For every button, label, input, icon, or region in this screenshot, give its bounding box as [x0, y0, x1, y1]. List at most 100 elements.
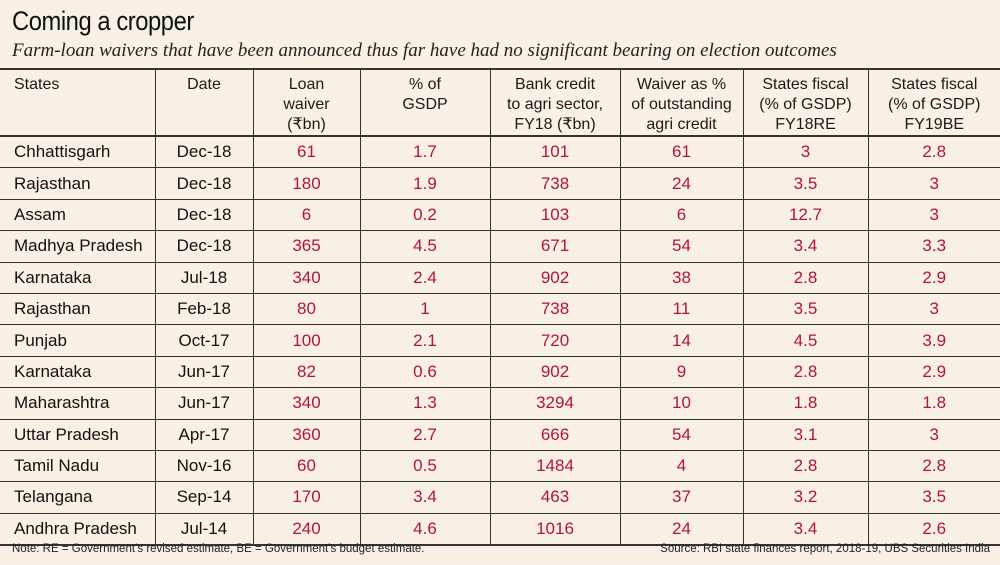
state-name-cell: Madhya Pradesh	[0, 230, 155, 263]
value-cell: 80	[252, 293, 360, 326]
table-row: Chhattisgarh Dec-18 61 1.7 101 61 3 2.8	[0, 136, 1000, 169]
value-cell: 4.5	[359, 230, 490, 263]
value-cell: 14	[619, 324, 743, 357]
column-header-2: Loan waiver (₹bn)	[252, 68, 360, 137]
value-cell: 1.8	[742, 387, 868, 420]
value-cell: 0.5	[359, 450, 490, 483]
state-name-cell: Andhra Pradesh	[0, 513, 155, 547]
value-cell: 666	[489, 419, 620, 451]
date-cell: Jul-18	[154, 262, 253, 294]
value-cell: 103	[489, 199, 620, 232]
state-name-cell: Telangana	[0, 481, 155, 514]
state-name-cell: Rajasthan	[0, 293, 155, 326]
value-cell: 902	[489, 262, 620, 294]
value-cell: 720	[489, 324, 620, 357]
table-row: Punjab Oct-17 100 2.1 720 14 4.5 3.9	[0, 324, 1000, 357]
value-cell: 1016	[489, 513, 620, 547]
value-cell: 12.7	[742, 199, 868, 232]
value-cell: 38	[619, 262, 743, 294]
column-header-line: (% of GSDP)	[759, 96, 852, 113]
value-cell: 101	[489, 136, 620, 169]
column-header-line: waiver	[283, 96, 330, 113]
state-name-cell: Uttar Pradesh	[0, 419, 155, 451]
column-header-line: States fiscal	[762, 76, 849, 93]
column-header-line: FY18RE	[775, 116, 836, 133]
state-name-cell: Chhattisgarh	[0, 136, 155, 169]
column-header-0: States	[0, 68, 155, 137]
date-cell: Jun-17	[154, 387, 253, 420]
value-cell: 360	[252, 419, 360, 451]
column-header-3: % of GSDP	[359, 68, 490, 137]
state-name-cell: Karnataka	[0, 356, 155, 389]
column-header-line: agri credit	[646, 116, 717, 133]
value-cell: 671	[489, 230, 620, 263]
column-header-6: States fiscal (% of GSDP) FY18RE	[742, 68, 868, 137]
column-header-line: to agri sector,	[506, 96, 604, 113]
column-header-line: FY19BE	[904, 116, 965, 133]
value-cell: 3.2	[742, 481, 868, 514]
column-header-4: Bank credit to agri sector, FY18 (₹bn)	[489, 68, 620, 137]
table-row: Maharashtra Jun-17 340 1.3 3294 10 1.8 1.8	[0, 387, 1000, 420]
value-cell: 2.8	[742, 356, 868, 389]
value-cell: 24	[619, 167, 743, 200]
header-row: States Date Loan waiver (₹bn) % of GSDP Bank cr…	[0, 68, 1000, 137]
chart-subtitle: Farm-loan waivers that have been announc…	[12, 40, 837, 61]
table-row: Telangana Sep-14 170 3.4 463 37 3.2 3.5	[0, 481, 1000, 514]
value-cell: 3	[867, 167, 1000, 200]
value-cell: 54	[619, 419, 743, 451]
column-header-5: Waiver as % of outstanding agri credit	[619, 68, 743, 137]
value-cell: 1.9	[359, 167, 490, 200]
table-body: Chhattisgarh Dec-18 61 1.7 101 61 3 2.8 Rajastha…	[0, 136, 1000, 547]
value-cell: 2.9	[867, 356, 1000, 389]
data-table-container: States Date Loan waiver (₹bn) % of GSDP Bank cr…	[0, 68, 1000, 547]
value-cell: 54	[619, 230, 743, 263]
source-note: Source: RBI state finances report, 2018-…	[660, 543, 990, 555]
value-cell: 3.4	[359, 481, 490, 514]
date-cell: Apr-17	[154, 419, 253, 451]
value-cell: 3.4	[742, 230, 868, 263]
value-cell: 0.6	[359, 356, 490, 389]
table-row: Karnataka Jul-18 340 2.4 902 38 2.8 2.9	[0, 262, 1000, 294]
value-cell: 2.6	[867, 513, 1000, 547]
value-cell: 3.5	[742, 293, 868, 326]
value-cell: 3	[867, 293, 1000, 326]
table-header: States Date Loan waiver (₹bn) % of GSDP Bank cr…	[0, 68, 1000, 137]
value-cell: 2.1	[359, 324, 490, 357]
value-cell: 738	[489, 167, 620, 200]
column-header-line: % of	[408, 76, 441, 93]
column-header-7: States fiscal (% of GSDP) FY19BE	[867, 68, 1000, 137]
value-cell: 2.9	[867, 262, 1000, 294]
value-cell: 1	[359, 293, 490, 326]
table-row: Tamil Nadu Nov-16 60 0.5 1484 4 2.8 2.8	[0, 450, 1000, 483]
value-cell: 4	[619, 450, 743, 483]
value-cell: 170	[252, 481, 360, 514]
value-cell: 11	[619, 293, 743, 326]
table-row: Karnataka Jun-17 82 0.6 902 9 2.8 2.9	[0, 356, 1000, 389]
value-cell: 180	[252, 167, 360, 200]
date-cell: Nov-16	[154, 450, 253, 483]
date-cell: Oct-17	[154, 324, 253, 357]
state-name-cell: Rajasthan	[0, 167, 155, 200]
table-row: Andhra Pradesh Jul-14 240 4.6 1016 24 3.4 2.6	[0, 513, 1000, 547]
column-header-line: Bank credit	[514, 76, 596, 93]
column-header-line: States	[14, 76, 60, 93]
value-cell: 2.8	[742, 262, 868, 294]
value-cell: 3.5	[742, 167, 868, 200]
date-cell: Jul-14	[154, 513, 253, 547]
date-cell: Dec-18	[154, 230, 253, 263]
loan-waiver-table: States Date Loan waiver (₹bn) % of GSDP Bank cr…	[0, 68, 1000, 547]
value-cell: 60	[252, 450, 360, 483]
column-header-line: FY18 (₹bn)	[514, 116, 596, 133]
value-cell: 1484	[489, 450, 620, 483]
date-cell: Sep-14	[154, 481, 253, 514]
value-cell: 1.3	[359, 387, 490, 420]
value-cell: 3	[742, 136, 868, 169]
date-cell: Dec-18	[154, 167, 253, 200]
value-cell: 4.5	[742, 324, 868, 357]
state-name-cell: Tamil Nadu	[0, 450, 155, 483]
column-header-line: Date	[187, 76, 221, 93]
value-cell: 9	[619, 356, 743, 389]
value-cell: 2.4	[359, 262, 490, 294]
value-cell: 2.8	[867, 136, 1000, 169]
value-cell: 3294	[489, 387, 620, 420]
